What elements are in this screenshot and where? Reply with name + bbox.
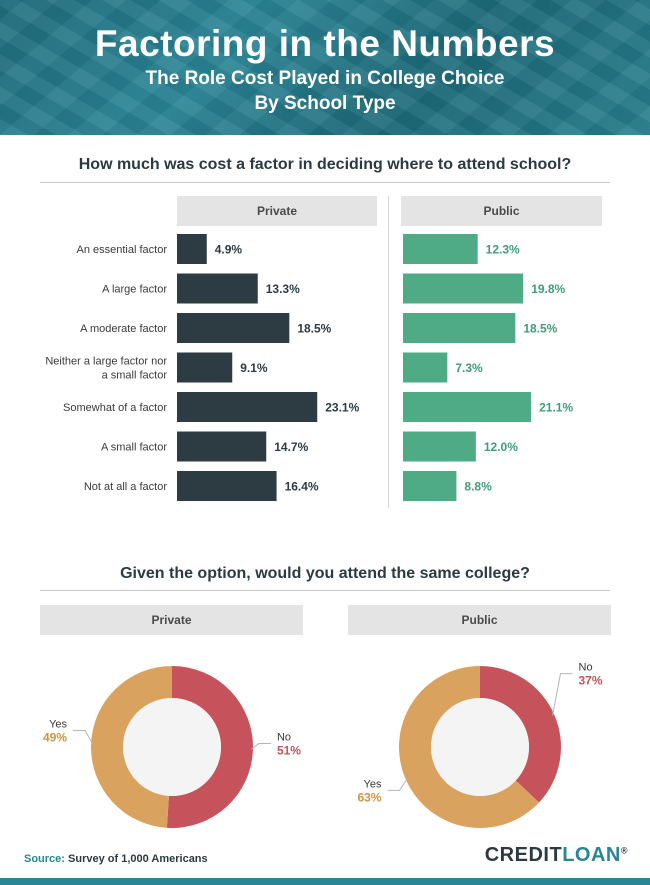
category-label: A large factor [102, 284, 167, 296]
private-value-label: 4.9% [215, 243, 243, 257]
public-value-label: 8.8% [464, 480, 492, 494]
logo-part1: CREDIT [484, 844, 563, 866]
public-bar [403, 471, 457, 501]
page-subtitle-line1: The Role Cost Played in College Choice [145, 68, 505, 89]
donut-hole [123, 698, 221, 796]
public-value-label: 21.1% [539, 401, 573, 415]
private-yes-slice [91, 666, 172, 828]
public-bar [403, 352, 448, 383]
private-bar [177, 431, 267, 462]
private-bar [177, 471, 277, 501]
donut-hole [431, 698, 529, 796]
category-label: a small factor [102, 370, 168, 382]
source-text: Survey of 1,000 Americans [68, 853, 208, 865]
category-label: Somewhat of a factor [63, 402, 167, 414]
private-value-label: 16.4% [285, 480, 319, 494]
public-value-label: 18.5% [523, 322, 557, 336]
slice-percent: 37% [579, 674, 603, 688]
slice-label: No [579, 662, 593, 674]
slice-percent: 49% [43, 731, 67, 745]
slice-label: No [277, 731, 291, 743]
public-yes-slice [398, 666, 540, 828]
private-no-slice [166, 666, 254, 828]
public-bar [403, 392, 532, 422]
private-value-label: 14.7% [274, 440, 308, 454]
category-label: Neither a large factor nor [45, 356, 167, 368]
category-label: An essential factor [77, 244, 168, 256]
private-value-label: 9.1% [240, 361, 268, 375]
slice-leader-line [250, 742, 271, 750]
slice-leader-line [552, 673, 573, 716]
public-value-label: 12.0% [484, 440, 518, 454]
logo-mark: ® [620, 845, 628, 856]
slice-label: Yes [49, 719, 67, 731]
creditloan-logo: CREDITLOAN® [485, 844, 628, 867]
logo-part2: LOAN [562, 844, 621, 866]
private-bar [177, 352, 233, 383]
public-bar [403, 273, 524, 304]
divider [40, 590, 610, 591]
page-subtitle-line2: By School Type [254, 93, 396, 114]
donut-chart-title: Given the option, would you attend the s… [120, 565, 530, 582]
slice-label: Yes [364, 778, 382, 790]
private-value-label: 13.3% [266, 282, 300, 296]
public-column-header: Public [401, 196, 602, 226]
public-bar [403, 431, 476, 462]
private-value-label: 18.5% [297, 322, 331, 336]
category-label: A small factor [101, 442, 167, 454]
source-label: Source: [24, 853, 65, 865]
page-title: Factoring in the Numbers [94, 23, 556, 64]
private-bar [177, 273, 258, 304]
private-value-label: 23.1% [325, 401, 359, 415]
private-column-header: Private [177, 196, 377, 226]
slice-leader-line [387, 778, 408, 791]
public-value-label: 12.3% [486, 243, 520, 257]
slice-percent: 51% [277, 743, 301, 757]
private-bar [177, 313, 290, 343]
category-label: Not at all a factor [84, 481, 167, 493]
public-bar [403, 234, 478, 264]
public-value-label: 19.8% [531, 282, 565, 296]
column-divider [388, 196, 389, 508]
category-label: A moderate factor [80, 323, 167, 335]
public-value-label: 7.3% [455, 361, 483, 375]
public-donut-header: Public [348, 605, 611, 635]
private-donut-header: Private [40, 605, 303, 635]
slice-percent: 63% [357, 790, 381, 804]
private-bar [177, 234, 207, 264]
bar-chart: An essential factor 4.9% 12.3% A large fact… [45, 234, 573, 501]
bar-chart-title: How much was cost a factor in deciding w… [78, 156, 572, 173]
public-no-slice [480, 666, 561, 803]
private-bar [177, 392, 318, 422]
footer-bar [0, 878, 650, 885]
public-bar [403, 313, 516, 343]
source-note: Source: Survey of 1,000 Americans [24, 853, 208, 865]
header-banner: Factoring in the Numbers The Role Cost P… [0, 0, 650, 135]
slice-leader-line [73, 730, 94, 745]
divider [40, 182, 610, 183]
